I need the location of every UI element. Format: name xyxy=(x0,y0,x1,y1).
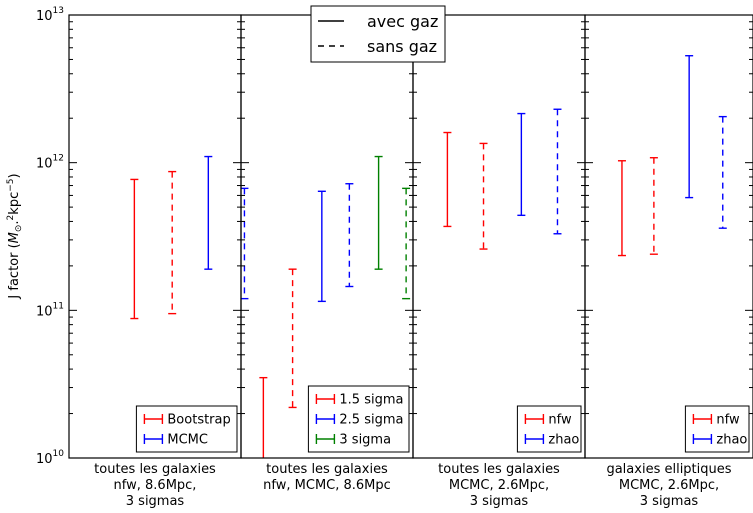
legend-label: 2.5 sigma xyxy=(339,413,403,428)
panel-x-label-line: galaxies elliptiques xyxy=(606,462,731,477)
panel-x-label-line: 3 sigmas xyxy=(470,494,529,509)
errorbar-blue-sans-gaz xyxy=(553,108,562,235)
errorbar-blue-avec-gaz xyxy=(317,190,326,303)
y-tick-label: 1011 xyxy=(36,301,64,319)
legend-swatch-blue xyxy=(315,414,336,424)
legend-swatch-red xyxy=(315,394,336,404)
legend-swatch-blue xyxy=(143,434,164,444)
panel-legends: Bootstrap MCMC 1.5 sigma 2.5 sigma 3 sigma nf… xyxy=(135,385,750,453)
panel-x-label-line: toutes les galaxies xyxy=(266,462,388,477)
panel-x-label-line: toutes les galaxies xyxy=(94,462,216,477)
errorbar-blue-avec-gaz xyxy=(204,155,213,270)
errorbar-red-avec-gaz xyxy=(443,131,452,228)
errorbars-layer xyxy=(130,55,727,458)
legend-swatch-red xyxy=(524,414,545,424)
legend-label: 3 sigma xyxy=(339,433,391,448)
errorbar-red-avec-gaz xyxy=(259,376,268,458)
panel-x-label-line: nfw, MCMC, 8.6Mpc xyxy=(263,478,391,493)
legend-swatch-blue xyxy=(692,434,713,444)
legend-swatch-green xyxy=(315,434,336,444)
errorbar-green-sans-gaz xyxy=(402,187,411,300)
legend-label: zhao xyxy=(548,433,579,448)
style-legend: avec gaz sans gaz xyxy=(310,5,446,63)
panel-x-label-line: MCMC, 2.6Mpc, xyxy=(619,478,719,493)
errorbar-red-sans-gaz xyxy=(649,157,658,255)
panel-frames xyxy=(68,14,753,459)
legend-label: Bootstrap xyxy=(167,413,230,428)
y-tick-label: 1010 xyxy=(36,449,64,467)
y-ticks: 1010 1011 1012 1013 xyxy=(36,6,753,467)
errorbar-blue-avec-gaz xyxy=(517,112,526,217)
errorbar-blue-sans-gaz xyxy=(718,115,727,229)
legend-label: nfw xyxy=(548,413,572,428)
panel-x-label-line: nfw, 8.6Mpc, xyxy=(114,478,197,493)
legend-label: zhao xyxy=(716,433,747,448)
errorbar-blue-sans-gaz xyxy=(345,183,354,288)
panel-x-label-line: 3 sigmas xyxy=(126,494,185,509)
panel-x-label-line: 3 sigmas xyxy=(640,494,699,509)
errorbar-red-avec-gaz xyxy=(130,178,139,320)
panel-legend: Bootstrap MCMC xyxy=(135,405,238,453)
panel-frame xyxy=(68,14,242,459)
y-tick-label: 1013 xyxy=(36,6,64,24)
panel-x-label-line: toutes les galaxies xyxy=(438,462,560,477)
panel-legend: 1.5 sigma 2.5 sigma 3 sigma xyxy=(307,385,410,453)
y-tick-label: 1012 xyxy=(36,154,64,172)
errorbar-blue-sans-gaz xyxy=(240,187,249,300)
panel-legend: nfw zhao xyxy=(516,405,582,453)
panel-legend-box xyxy=(684,405,750,453)
errorbar-green-avec-gaz xyxy=(374,155,383,270)
style-legend-dashed-label: sans gaz xyxy=(367,37,437,56)
legend-label: MCMC xyxy=(167,433,208,448)
legend-label: nfw xyxy=(716,413,740,428)
legend-swatch-blue xyxy=(524,434,545,444)
panel-legend: nfw zhao xyxy=(684,405,750,453)
style-legend-solid-label: avec gaz xyxy=(367,12,438,31)
errorbar-red-sans-gaz xyxy=(288,268,297,409)
legend-swatch-red xyxy=(143,414,164,424)
panel-frame xyxy=(584,14,753,459)
panel-legend-box xyxy=(516,405,582,453)
errorbar-blue-avec-gaz xyxy=(685,55,694,199)
panel-x-label-line: MCMC, 2.6Mpc, xyxy=(449,478,549,493)
errorbar-red-sans-gaz xyxy=(168,170,177,315)
panel-frame xyxy=(412,14,586,459)
errorbar-red-sans-gaz xyxy=(479,142,488,250)
panel-legend-box xyxy=(135,405,238,453)
legend-label: 1.5 sigma xyxy=(339,393,403,408)
y-axis-label: J factor (M⊙.2kpc−5) xyxy=(6,173,24,299)
style-legend-box xyxy=(310,5,446,63)
errorbar-red-avec-gaz xyxy=(617,160,626,257)
legend-swatch-red xyxy=(692,414,713,424)
